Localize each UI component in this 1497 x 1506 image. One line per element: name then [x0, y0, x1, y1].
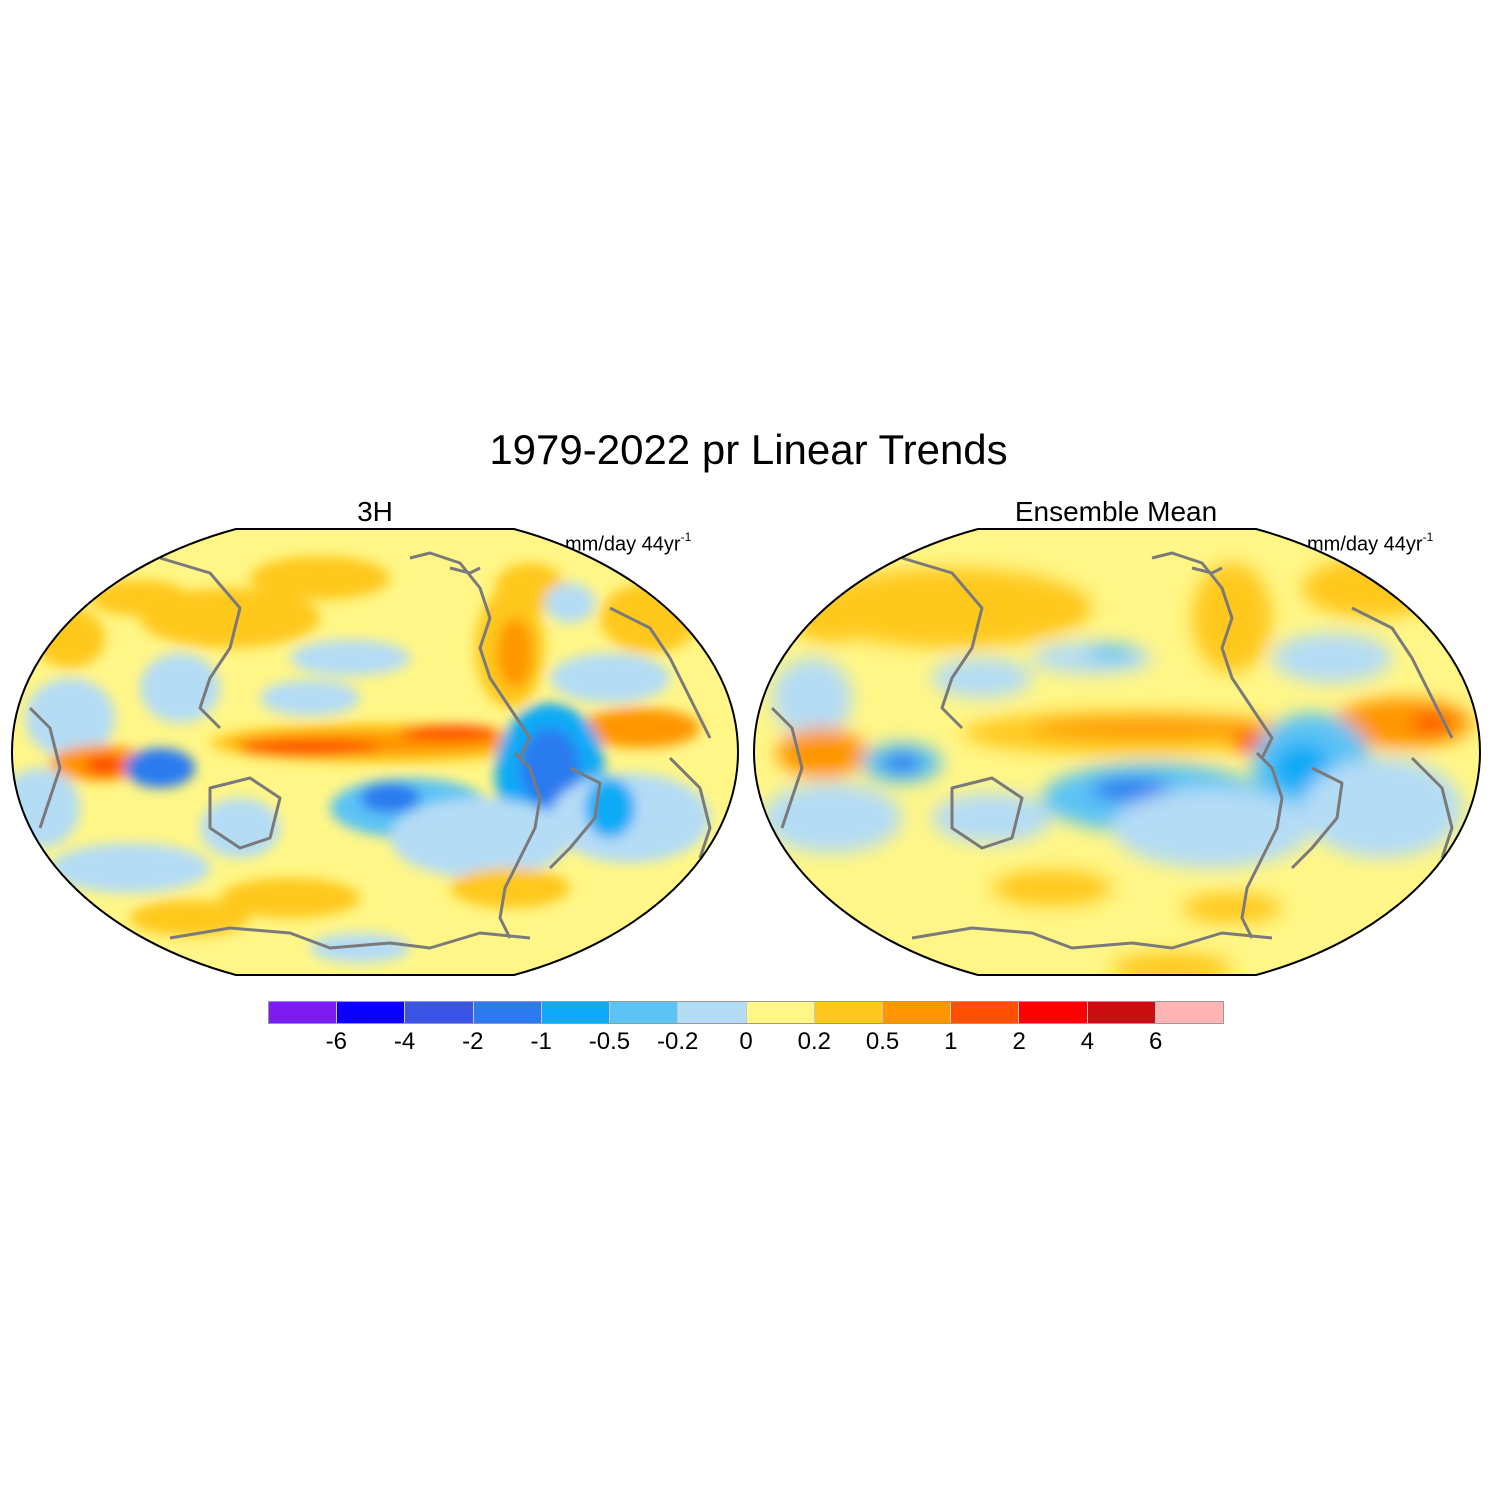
colorbar-box — [1087, 1002, 1156, 1023]
colorbar-tick-label: 1 — [944, 1028, 958, 1055]
colorbar-tick-label: 2 — [1012, 1028, 1026, 1055]
colorbar-box — [1019, 1002, 1088, 1023]
colorbar-box — [337, 1002, 406, 1023]
colorbar-box — [814, 1002, 883, 1023]
figure-title: 1979-2022 pr Linear Trends — [489, 426, 1008, 473]
map-3h — [10, 528, 740, 976]
panel-title-3h: 3H — [357, 496, 393, 527]
panel-title-ensemble-mean: Ensemble Mean — [1014, 496, 1218, 527]
colorbar-box — [269, 1002, 338, 1023]
units-label-left: mm/day 44yr-1 — [565, 530, 692, 556]
colorbar-tick-label: 0 — [739, 1028, 753, 1055]
colorbar-tick-label: 4 — [1080, 1028, 1095, 1055]
colorbar-tick-label: -6 — [325, 1028, 347, 1055]
colorbar-box — [473, 1002, 542, 1023]
colorbar-tick-label: 0.2 — [797, 1028, 831, 1055]
units-label-right: mm/day 44yr-1 — [1307, 530, 1434, 556]
colorbar-tick-label: -1 — [530, 1028, 552, 1055]
colorbar-box — [678, 1002, 747, 1023]
colorbar-tick-label: 0.5 — [865, 1028, 900, 1055]
colorbar-box — [1155, 1002, 1224, 1023]
colorbar-tick-label: -0.5 — [588, 1028, 631, 1055]
map-ensemble-mean — [752, 528, 1482, 976]
colorbar-tick-label: -4 — [393, 1028, 416, 1055]
colorbar-tick-label: 6 — [1149, 1028, 1163, 1055]
colorbar-box — [746, 1002, 815, 1023]
colorbar-box — [541, 1002, 611, 1023]
colorbar-box — [882, 1002, 952, 1023]
colorbar-tick-label: -0.2 — [657, 1028, 699, 1055]
colorbar — [268, 1001, 1224, 1024]
map-border-right — [752, 528, 1482, 976]
colorbar-box — [951, 1002, 1020, 1023]
colorbar-box — [405, 1002, 474, 1023]
map-border-left — [10, 528, 740, 976]
colorbar-box — [610, 1002, 679, 1023]
colorbar-tick-label: -2 — [462, 1028, 484, 1055]
